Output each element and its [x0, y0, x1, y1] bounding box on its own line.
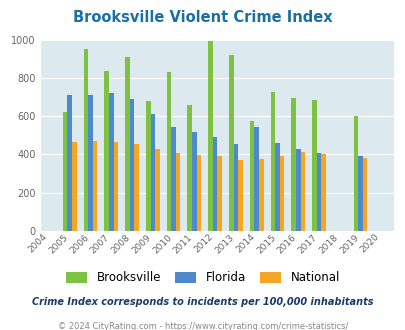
Bar: [275, 143, 279, 231]
Text: Crime Index corresponds to incidents per 100,000 inhabitants: Crime Index corresponds to incidents per…: [32, 297, 373, 307]
Bar: [270, 92, 275, 231]
Bar: [249, 121, 254, 231]
Bar: [353, 116, 357, 231]
Bar: [254, 127, 258, 231]
Bar: [113, 142, 118, 231]
Text: Brooksville Violent Crime Index: Brooksville Violent Crime Index: [73, 10, 332, 25]
Bar: [192, 132, 196, 231]
Bar: [130, 99, 134, 231]
Bar: [238, 160, 242, 231]
Bar: [175, 153, 180, 231]
Bar: [72, 142, 77, 231]
Bar: [104, 71, 109, 231]
Bar: [166, 72, 171, 231]
Bar: [291, 98, 295, 231]
Bar: [109, 93, 113, 231]
Bar: [300, 151, 304, 231]
Bar: [258, 159, 263, 231]
Bar: [208, 41, 212, 231]
Bar: [196, 155, 201, 231]
Bar: [316, 153, 320, 231]
Bar: [357, 156, 362, 231]
Bar: [63, 112, 67, 231]
Legend: Brooksville, Florida, National: Brooksville, Florida, National: [61, 267, 344, 289]
Bar: [155, 149, 159, 231]
Bar: [125, 57, 130, 231]
Bar: [92, 141, 97, 231]
Bar: [150, 114, 155, 231]
Bar: [67, 95, 72, 231]
Bar: [320, 154, 325, 231]
Bar: [171, 127, 175, 231]
Bar: [233, 144, 238, 231]
Bar: [362, 158, 367, 231]
Bar: [88, 95, 92, 231]
Bar: [217, 156, 222, 231]
Text: © 2024 CityRating.com - https://www.cityrating.com/crime-statistics/: © 2024 CityRating.com - https://www.city…: [58, 322, 347, 330]
Bar: [228, 55, 233, 231]
Bar: [295, 149, 300, 231]
Bar: [212, 137, 217, 231]
Bar: [311, 100, 316, 231]
Bar: [134, 144, 139, 231]
Bar: [83, 49, 88, 231]
Bar: [187, 105, 192, 231]
Bar: [145, 101, 150, 231]
Bar: [279, 156, 283, 231]
